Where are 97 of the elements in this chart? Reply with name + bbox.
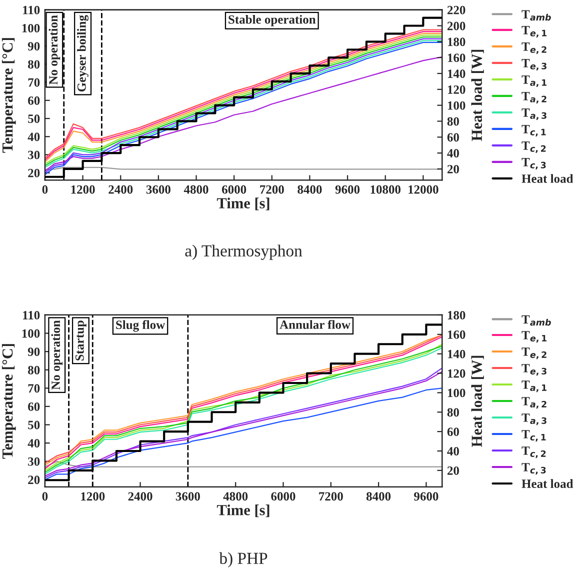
legend-label: Heat load xyxy=(522,174,574,183)
y-tick-label: 90 xyxy=(28,348,40,356)
legend-label: T$_{a,3}$ xyxy=(522,108,546,120)
x-tick-label: 6000 xyxy=(222,185,246,194)
y-tick-label: 110 xyxy=(23,6,40,14)
legend-label: T$_{e,3}$ xyxy=(522,59,546,70)
legend-label: T$_{c,1}$ xyxy=(522,430,546,442)
y-tick-label: 110 xyxy=(23,311,40,320)
legend-label: Heat load xyxy=(522,479,574,488)
y-axis-title: Temperature [°C] xyxy=(2,344,16,459)
x-tick-label: 4800 xyxy=(223,492,248,501)
y-tick-label: 100 xyxy=(22,24,40,32)
y-tick-label: 50 xyxy=(28,114,40,123)
x-tick-label: 0 xyxy=(42,492,48,501)
x-tick-label: 1200 xyxy=(81,492,105,501)
y-tick-label: 80 xyxy=(28,366,40,374)
x-tick-label: 12000 xyxy=(408,185,438,194)
y-tick-label: 30 xyxy=(28,457,40,466)
y2-tick-label: 140 xyxy=(448,70,466,78)
y-tick-label: 20 xyxy=(28,476,40,484)
y2-tick-label: 120 xyxy=(448,369,466,378)
y2-tick-label: 80 xyxy=(447,408,459,417)
y2-tick-label: 60 xyxy=(447,133,459,142)
text: b) PHP xyxy=(219,552,268,568)
y-tick-label: 50 xyxy=(28,420,40,430)
y2-tick-label: 20 xyxy=(447,164,459,174)
legend-label: T$_{c,3}$ xyxy=(522,463,546,475)
legend-label: T$_{a,1}$ xyxy=(522,380,546,392)
y-tick-label: 100 xyxy=(22,329,40,338)
x-tick-label: 0 xyxy=(42,185,48,194)
annotation: Slug flow xyxy=(116,320,166,332)
y2-tick-label: 140 xyxy=(448,350,466,358)
legend-label: T$_{a,2}$ xyxy=(522,397,546,409)
y2-tick-label: 180 xyxy=(448,38,466,46)
y-tick-label: 20 xyxy=(28,168,40,178)
x-tick-label: 3600 xyxy=(146,185,170,194)
y2-tick-label: 20 xyxy=(447,466,459,475)
y2-tick-label: 160 xyxy=(448,54,466,62)
x-tick-label: 3600 xyxy=(176,492,200,501)
legend-label: T$_{e,1}$ xyxy=(522,26,547,38)
y2-tick-label: 180 xyxy=(448,311,466,320)
y-tick-label: 60 xyxy=(28,96,40,105)
x-tick-label: 2400 xyxy=(108,185,133,194)
legend-label: T$_{e,3}$ xyxy=(522,364,546,376)
y-tick-label: 60 xyxy=(28,402,40,411)
legend-label: T$_{e,1}$ xyxy=(522,331,547,343)
x-axis-title: Time [s] xyxy=(216,504,270,518)
y2-tick-label: 40 xyxy=(447,149,459,158)
annotation: Startup xyxy=(75,320,86,360)
annotation: Annular flow xyxy=(280,320,350,329)
y2-axis-title: Heat load [W] xyxy=(471,356,484,447)
x-tick-label: 1200 xyxy=(71,185,95,194)
y2-tick-label: 220 xyxy=(447,6,466,14)
y-tick-label: 40 xyxy=(28,132,40,142)
x-tick-label: 7200 xyxy=(319,492,343,501)
y2-tick-label: 80 xyxy=(447,117,459,126)
y2-tick-label: 100 xyxy=(448,388,466,398)
legend-label: T$_{amb}$ xyxy=(522,10,551,21)
y-tick-label: 90 xyxy=(28,42,40,51)
x-tick-label: 8400 xyxy=(366,492,391,501)
legend-label: T$_{c,2}$ xyxy=(522,142,546,153)
y-axis-title: Temperature [°C] xyxy=(2,38,16,153)
y-tick-label: 30 xyxy=(28,150,40,160)
legend-label: T$_{e,2}$ xyxy=(522,42,546,54)
annotation: Geyser boiling xyxy=(77,15,89,92)
legend-label: T$_{a,2}$ xyxy=(522,92,546,104)
legend-label: T$_{e,2}$ xyxy=(522,348,546,360)
annotation: Stable operation xyxy=(228,14,316,26)
annotation: No operation xyxy=(51,320,63,390)
x-tick-label: 7200 xyxy=(260,185,284,194)
y2-tick-label: 200 xyxy=(447,22,466,30)
legend-label: T$_{c,3}$ xyxy=(522,158,546,170)
y2-tick-label: 60 xyxy=(447,428,459,436)
y-tick-label: 80 xyxy=(28,60,40,69)
x-tick-label: 2400 xyxy=(128,492,152,501)
x-tick-label: 4800 xyxy=(184,185,208,194)
x-tick-label: 9600 xyxy=(414,492,438,501)
legend-label: T$_{c,1}$ xyxy=(522,125,546,136)
x-tick-label: 9600 xyxy=(335,185,360,194)
y2-tick-label: 160 xyxy=(448,330,466,339)
y2-tick-label: 40 xyxy=(447,447,459,456)
y2-tick-label: 100 xyxy=(448,101,466,110)
annotation: No operation xyxy=(48,15,60,84)
y-tick-label: 70 xyxy=(28,78,40,87)
legend-label: T$_{a,1}$ xyxy=(522,76,546,87)
legend-label: T$_{a,3}$ xyxy=(522,414,546,426)
x-tick-label: 8400 xyxy=(298,185,322,194)
y-tick-label: 70 xyxy=(28,384,40,393)
legend-label: T$_{c,2}$ xyxy=(522,446,546,458)
x-tick-label: 6000 xyxy=(271,492,296,501)
x-tick-label: 10800 xyxy=(370,185,401,194)
x-axis-title: Time [s] xyxy=(216,198,270,210)
y-tick-label: 40 xyxy=(28,439,40,448)
text: a) Thermosyphon xyxy=(185,244,302,260)
legend-label: T$_{amb}$ xyxy=(522,315,551,326)
y2-tick-label: 120 xyxy=(448,85,466,94)
y2-axis-title: Heat load [W] xyxy=(471,50,484,141)
